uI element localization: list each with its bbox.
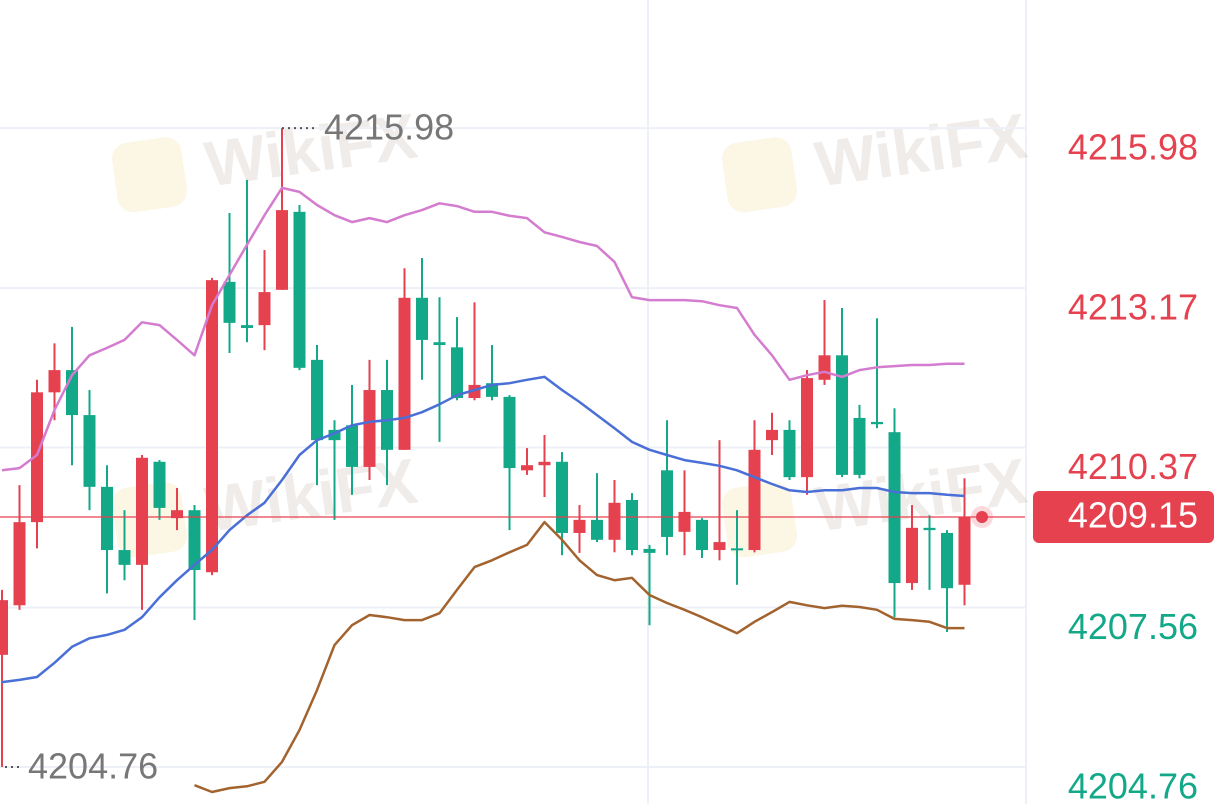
candle-body	[871, 421, 883, 425]
candle-body	[346, 425, 358, 467]
candle-body	[923, 527, 936, 531]
y-tick-label: 4215.98	[1068, 127, 1198, 168]
indicator-line	[194, 520, 965, 794]
candle-body	[731, 548, 743, 551]
candle-body	[171, 510, 183, 519]
candle-body	[906, 527, 918, 584]
candle-body	[276, 210, 288, 290]
plot-area	[0, 128, 971, 794]
candle-body	[13, 522, 26, 606]
candle-body	[101, 486, 113, 551]
candle-body	[836, 355, 848, 475]
candle-body	[661, 470, 673, 537]
candle-body	[958, 517, 971, 585]
candle-body	[293, 211, 306, 368]
candle-body	[153, 461, 166, 508]
candle-body	[258, 292, 271, 326]
candle-body	[451, 347, 463, 399]
watermark-logo	[112, 482, 187, 558]
y-tick-label: 4213.17	[1068, 287, 1198, 328]
candle-body	[713, 542, 726, 551]
candle-body	[83, 415, 96, 487]
candle-body	[888, 432, 901, 584]
candle-body	[223, 281, 236, 323]
last-price-box	[1033, 491, 1214, 544]
candle-body	[818, 355, 831, 380]
candle-body	[503, 396, 516, 469]
high-marker-label: 4215.98	[324, 107, 454, 148]
candle-body	[416, 297, 428, 340]
candle-body	[206, 280, 218, 573]
candle-body	[766, 429, 778, 441]
candle-body	[801, 378, 813, 478]
candle-body	[521, 465, 533, 471]
candle-body	[188, 510, 201, 570]
last-price-label: 4209.15	[1068, 495, 1198, 536]
candle-body	[678, 511, 691, 532]
candle-body	[433, 342, 446, 346]
indicator-line	[1, 375, 965, 684]
candle-body	[31, 392, 43, 523]
watermark-logo	[722, 137, 797, 213]
candle-body	[608, 502, 621, 540]
candle-body	[573, 519, 586, 533]
watermark-logo	[112, 137, 187, 213]
candle-body	[748, 449, 761, 551]
candle-body	[696, 519, 708, 551]
y-tick-label: 4210.37	[1068, 446, 1198, 487]
candle-body	[626, 499, 638, 551]
candle-body	[853, 417, 866, 475]
candle-body	[556, 461, 568, 533]
indicator-line	[1, 186, 965, 472]
candle-body	[48, 370, 61, 393]
candle-body	[136, 457, 148, 565]
candle-body	[783, 429, 796, 478]
candle-body	[398, 297, 411, 450]
y-tick-label: 4204.76	[1068, 766, 1198, 804]
candle-body	[941, 532, 953, 589]
candle-body	[0, 600, 8, 655]
low-marker-label: 4204.76	[28, 746, 158, 787]
last-price-dot	[976, 511, 988, 524]
candle-body	[538, 461, 551, 466]
candle-body	[311, 359, 323, 441]
candle-body	[363, 390, 376, 467]
candle-body	[643, 548, 656, 553]
candle-body	[241, 325, 253, 328]
candle-body	[118, 550, 131, 565]
candle-body	[591, 519, 603, 540]
y-tick-label: 4207.56	[1068, 606, 1198, 647]
candle-body	[328, 429, 341, 441]
